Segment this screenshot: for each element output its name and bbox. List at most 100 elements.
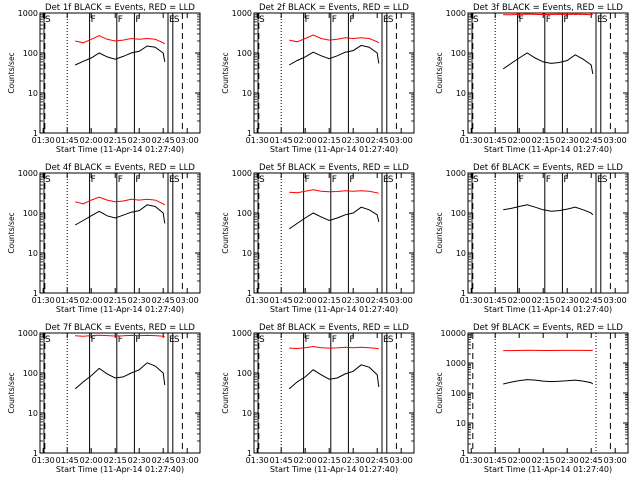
marker-label: E <box>169 335 175 345</box>
x-axis-label: Start Time (11-Apr-14 01:27:40) <box>56 305 184 314</box>
x-tick-label: 03:00 <box>390 456 413 465</box>
y-tick-label: 1 <box>33 289 38 298</box>
y-tick-label: 10 <box>456 419 466 428</box>
marker-label: F <box>519 15 524 25</box>
marker-label: E <box>383 335 389 345</box>
x-tick-label: 02:00 <box>294 136 317 145</box>
x-tick-label: 02:30 <box>342 456 365 465</box>
x-axis-label: Start Time (11-Apr-14 01:27:40) <box>270 145 398 154</box>
panel-title: Det 5f BLACK = Events, RED = LLD <box>259 163 409 173</box>
x-axis-label: Start Time (11-Apr-14 01:27:40) <box>56 145 184 154</box>
marker-label: F <box>546 15 551 25</box>
panel-title: Det 7f BLACK = Events, RED = LLD <box>45 323 195 333</box>
y-tick-label: 100 <box>237 369 252 378</box>
x-tick-label: 02:15 <box>318 296 341 305</box>
x-tick-label: 03:00 <box>390 296 413 305</box>
x-tick-label: 01:45 <box>56 296 79 305</box>
y-tick-label: 10 <box>242 249 252 258</box>
marker-label: S <box>174 15 180 25</box>
events-series-line <box>288 206 380 230</box>
x-tick-label: 01:45 <box>270 456 293 465</box>
y-tick-label: 1 <box>461 129 466 138</box>
y-tick-label: 100 <box>23 49 38 58</box>
y-axis-label: Counts/sec <box>7 212 16 253</box>
marker-label: S <box>388 175 394 185</box>
marker-label: F <box>135 175 140 185</box>
y-tick-label: 1000 <box>232 9 252 18</box>
panel-title: Det 4f BLACK = Events, RED = LLD <box>45 163 195 173</box>
x-tick-label: 02:15 <box>532 456 555 465</box>
x-axis-label: Start Time (11-Apr-14 01:27:40) <box>270 305 398 314</box>
x-tick-label: 02:30 <box>556 456 579 465</box>
events-series-line <box>288 364 380 390</box>
y-tick-label: 100 <box>23 209 38 218</box>
plot-frame <box>39 172 201 294</box>
panel-3: Det 3f BLACK = Events, RED = LLD 1 10 100 10… <box>435 3 629 154</box>
marker-label: F <box>305 15 310 25</box>
x-axis-label: Start Time (11-Apr-14 01:27:40) <box>484 465 612 474</box>
marker-label: E <box>383 15 389 25</box>
marker-label: F <box>305 335 310 345</box>
y-tick-label: 1000 <box>446 169 466 178</box>
x-tick-label: 01:30 <box>246 456 269 465</box>
events-series-line <box>74 204 166 226</box>
x-axis-label: Start Time (11-Apr-14 01:27:40) <box>484 305 612 314</box>
plot-frame <box>253 12 415 134</box>
lld-series-line <box>75 35 166 45</box>
y-axis-label: Counts/sec <box>435 52 444 93</box>
marker-label: E <box>597 15 603 25</box>
x-tick-label: 01:30 <box>460 136 483 145</box>
x-tick-label: 02:00 <box>508 136 531 145</box>
marker-label: S <box>174 175 180 185</box>
marker-label: S <box>602 15 608 25</box>
marker-label: F <box>91 335 96 345</box>
x-tick-label: 02:45 <box>152 136 175 145</box>
y-tick-label: 1 <box>247 449 252 458</box>
y-tick-label: 10 <box>28 249 38 258</box>
y-tick-label: 100 <box>23 369 38 378</box>
marker-label: F <box>546 175 551 185</box>
y-tick-label: 10 <box>28 409 38 418</box>
x-tick-label: 03:00 <box>176 136 199 145</box>
marker-label: S <box>388 15 394 25</box>
x-tick-label: 03:00 <box>604 136 627 145</box>
x-tick-label: 02:45 <box>152 456 175 465</box>
marker-label: F <box>135 15 140 25</box>
x-tick-label: 02:30 <box>342 296 365 305</box>
x-tick-label: 02:00 <box>294 296 317 305</box>
panel-title: Det 3f BLACK = Events, RED = LLD <box>473 3 623 13</box>
x-tick-label: 01:30 <box>460 456 483 465</box>
events-series-line <box>502 52 594 74</box>
x-tick-label: 02:45 <box>366 456 389 465</box>
x-tick-label: 01:45 <box>270 296 293 305</box>
marker-label: F <box>563 175 568 185</box>
x-tick-label: 02:15 <box>532 136 555 145</box>
y-tick-label: 10 <box>242 89 252 98</box>
lld-series-line <box>503 13 593 16</box>
x-tick-label: 02:15 <box>532 296 555 305</box>
x-tick-label: 02:00 <box>294 456 317 465</box>
lld-series-line <box>75 196 166 206</box>
x-tick-label: 02:30 <box>128 296 151 305</box>
marker-label: F <box>332 15 337 25</box>
panel-1: Det 1f BLACK = Events, RED = LLD 1 10 100 10… <box>7 3 201 154</box>
marker-label: F <box>305 175 310 185</box>
y-tick-label: 10 <box>456 249 466 258</box>
x-tick-label: 01:30 <box>32 136 55 145</box>
x-tick-label: 02:30 <box>556 136 579 145</box>
marker-label: F <box>118 335 123 345</box>
y-axis-label: Counts/sec <box>221 212 230 253</box>
y-tick-label: 1000 <box>232 169 252 178</box>
x-tick-label: 01:30 <box>246 296 269 305</box>
y-tick-label: 100 <box>451 209 466 218</box>
x-axis-label: Start Time (11-Apr-14 01:27:40) <box>484 145 612 154</box>
y-tick-label: 100 <box>451 49 466 58</box>
marker-label: S <box>602 175 608 185</box>
x-tick-label: 01:45 <box>484 296 507 305</box>
x-tick-label: 02:45 <box>366 136 389 145</box>
y-tick-label: 10000 <box>441 329 466 338</box>
events-series-line <box>503 204 594 216</box>
y-axis-label: Counts/sec <box>7 372 16 413</box>
panel-2: Det 2f BLACK = Events, RED = LLD 1 10 100 10… <box>221 3 415 154</box>
